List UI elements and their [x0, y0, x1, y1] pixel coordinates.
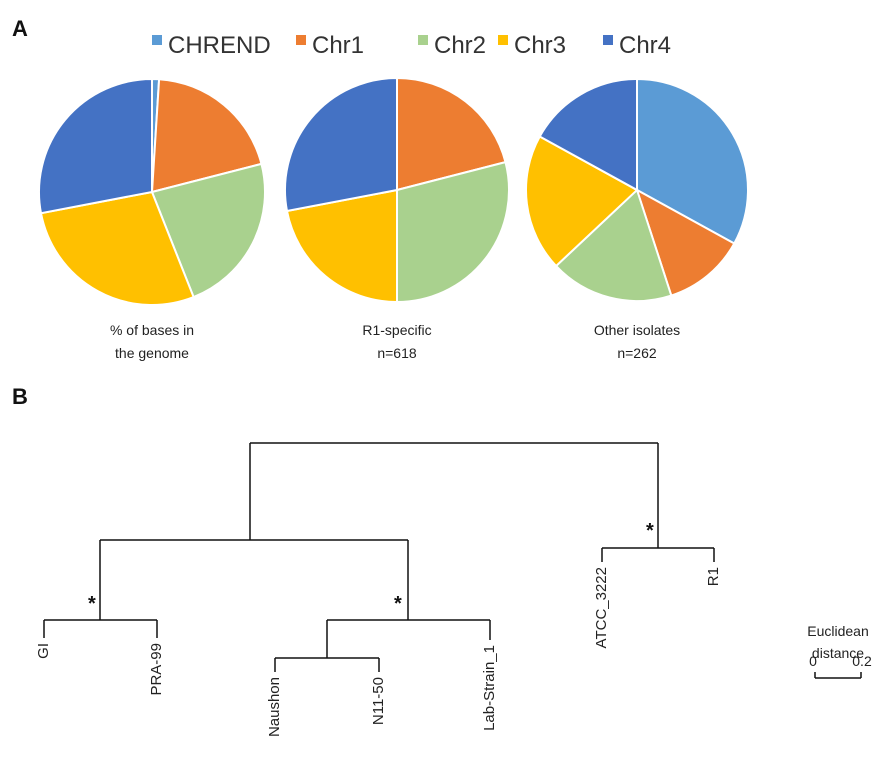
scale-bar-label-line-1: Euclidean	[807, 623, 869, 639]
scale-bar-label-line-2: distance	[812, 645, 864, 661]
pie-2-slice-chr3	[285, 188, 398, 304]
pie-3-slice-chr3	[525, 135, 639, 268]
pie-1-slice-chr2	[150, 162, 266, 299]
significance-marker-right-cluster: *	[646, 520, 654, 542]
pie-2-slice-chr1	[396, 76, 507, 192]
pie-1-caption-line-2: the genome	[115, 345, 189, 361]
legend-label-chr1: Chr1	[312, 32, 364, 59]
pie-2-slice-chr4	[284, 76, 398, 213]
legend-label-chr4: Chr4	[619, 32, 671, 59]
pie-3-slice-chrend	[636, 77, 749, 245]
significance-marker-gi-pra: *	[88, 593, 96, 615]
leaf-label-pra-99: PRA-99	[148, 643, 165, 696]
scale-bar-tick-label-0: 0	[809, 653, 817, 669]
pie-3-slice-chr2	[554, 188, 673, 302]
legend-swatch-chr2	[418, 35, 428, 45]
pie-1-slice-chr4	[38, 77, 153, 215]
legend-label-chr2: Chr2	[434, 32, 486, 59]
pie-1-slice-chr1	[150, 78, 263, 194]
dendrogram-leaf-labels: GI PRA-99 Naushon N11-50 Lab-Strain_1 AT…	[35, 567, 722, 737]
leaf-label-naushon: Naushon	[266, 677, 283, 737]
significance-marker-mid-cluster: *	[394, 593, 402, 615]
legend-swatch-chr3	[498, 35, 508, 45]
leaf-label-n11-50: N11-50	[370, 677, 387, 725]
legend-swatch-chrend	[152, 35, 162, 45]
pie-1-caption-line-1: % of bases in	[110, 322, 194, 338]
pie-charts	[38, 76, 749, 306]
pie-3-caption-line-1: Other isolates	[594, 322, 680, 338]
pie-2-caption-line-2: n=618	[377, 345, 417, 361]
panel-b-label: B	[12, 384, 28, 409]
pie-3-caption-line-2: n=262	[617, 345, 657, 361]
leaf-label-atcc-3222: ATCC_3222	[593, 567, 610, 648]
panel-a-label: A	[12, 16, 28, 41]
pie-2-caption-line-1: R1-specific	[362, 322, 431, 338]
pie-legend: CHREND Chr1 Chr2 Chr3 Chr4	[152, 32, 671, 59]
pie-1-slice-chr3	[39, 190, 195, 306]
legend-label-chr3: Chr3	[514, 32, 566, 59]
dendrogram	[43, 442, 862, 679]
pie-2-slice-chr2	[396, 160, 510, 304]
legend-swatch-chr4	[603, 35, 613, 45]
pie-3-slice-chr4	[538, 77, 638, 192]
leaf-label-lab-strain-1: Lab-Strain_1	[481, 645, 498, 731]
legend-swatch-chr1	[296, 35, 306, 45]
leaf-label-gi: GI	[35, 643, 52, 659]
pie-3-slice-chr1	[635, 187, 736, 297]
legend-label-chrend: CHREND	[168, 32, 271, 59]
scale-bar-tick-label-0-2: 0.2	[852, 653, 872, 669]
leaf-label-r1: R1	[705, 567, 722, 586]
pie-captions: % of bases in the genome R1-specific n=6…	[110, 322, 680, 361]
